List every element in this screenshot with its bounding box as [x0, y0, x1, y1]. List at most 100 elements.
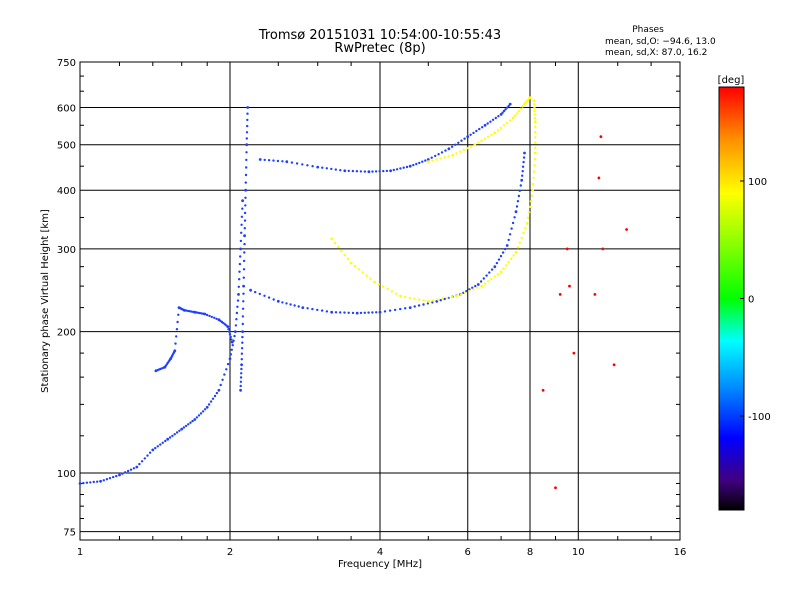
- data-point: [426, 299, 430, 303]
- data-point: [363, 170, 367, 173]
- data-point: [496, 129, 500, 132]
- data-point: [482, 277, 485, 280]
- y-tick-label: 750: [57, 58, 76, 69]
- data-point: [311, 165, 314, 168]
- stats-line-o: mean, sd,O: −94.6, 13.0: [605, 37, 716, 47]
- data-point: [385, 169, 389, 173]
- data-point: [533, 151, 537, 155]
- data-point: [454, 143, 457, 146]
- data-point: [496, 273, 500, 276]
- data-point: [263, 294, 266, 297]
- data-point: [347, 311, 350, 314]
- data-point: [418, 161, 421, 165]
- data-point: [402, 166, 405, 169]
- data-point: [525, 222, 529, 225]
- data-point: [330, 310, 334, 314]
- data-point: [459, 293, 462, 296]
- data-point: [404, 307, 407, 310]
- data-point: [375, 311, 378, 314]
- data-point: [241, 315, 245, 318]
- data-point: [258, 292, 261, 296]
- data-point: [346, 257, 350, 261]
- data-point: [374, 170, 378, 173]
- data-point: [245, 137, 248, 140]
- data-point: [241, 307, 245, 310]
- data-points: [78, 96, 628, 490]
- data-point: [171, 434, 174, 438]
- data-point: [534, 125, 537, 128]
- data-point: [489, 120, 492, 123]
- data-point: [347, 169, 350, 173]
- data-point: [386, 287, 389, 291]
- data-point: [355, 311, 359, 315]
- data-point: [193, 418, 197, 421]
- data-point: [502, 124, 506, 127]
- data-point: [462, 148, 465, 152]
- x-axis-label: Frequency [MHz]: [338, 559, 422, 570]
- data-point: [102, 479, 106, 482]
- data-point: [246, 112, 249, 115]
- data-point: [513, 114, 517, 117]
- chart-subtitle: RwPretec (8p): [334, 41, 425, 56]
- data-point: [330, 167, 333, 171]
- data-point: [517, 194, 521, 198]
- data-point: [487, 280, 490, 283]
- data-point: [263, 158, 266, 162]
- data-point: [483, 282, 487, 285]
- data-point: [434, 154, 437, 158]
- data-point: [431, 301, 434, 304]
- data-point: [480, 284, 484, 288]
- data-point: [533, 158, 537, 161]
- data-point: [541, 388, 545, 392]
- data-point: [226, 362, 230, 366]
- data-point: [197, 414, 201, 417]
- data-point: [175, 335, 178, 338]
- data-point: [233, 334, 236, 338]
- data-point: [236, 305, 239, 308]
- data-point: [301, 306, 305, 309]
- data-point: [519, 184, 522, 187]
- data-point: [240, 223, 243, 226]
- data-point: [337, 245, 340, 249]
- colorbar-tick-label: 0: [748, 295, 754, 306]
- data-point: [534, 146, 537, 149]
- data-point: [426, 160, 430, 164]
- data-point: [138, 462, 141, 466]
- data-point: [334, 168, 337, 171]
- data-point: [558, 293, 562, 296]
- data-point: [301, 163, 304, 166]
- data-point: [447, 155, 450, 158]
- data-point: [237, 293, 240, 296]
- data-point: [493, 275, 496, 278]
- data-point: [112, 475, 115, 479]
- data-point: [78, 482, 82, 485]
- y-tick-label: 600: [57, 104, 76, 115]
- data-point: [518, 189, 521, 192]
- data-point: [497, 258, 501, 261]
- data-point: [504, 264, 508, 267]
- data-point: [392, 168, 395, 172]
- data-point: [466, 135, 470, 139]
- data-point: [244, 196, 247, 199]
- data-point: [245, 158, 248, 162]
- data-point: [473, 143, 477, 147]
- data-point: [242, 300, 245, 303]
- data-point: [511, 221, 515, 225]
- data-point: [290, 161, 294, 164]
- data-point: [519, 107, 522, 111]
- data-point: [210, 315, 213, 319]
- data-point: [351, 169, 355, 173]
- colorbar-label: [deg]: [718, 75, 745, 86]
- data-point: [422, 303, 425, 306]
- data-point: [221, 378, 224, 381]
- data-point: [272, 159, 275, 162]
- data-point: [96, 480, 99, 483]
- y-tick-label: 200: [57, 328, 76, 339]
- data-point: [339, 169, 342, 172]
- data-point: [533, 113, 537, 116]
- data-point: [399, 307, 402, 311]
- data-point: [121, 472, 124, 475]
- data-point: [451, 153, 455, 157]
- data-point: [534, 141, 537, 144]
- data-point: [244, 181, 247, 184]
